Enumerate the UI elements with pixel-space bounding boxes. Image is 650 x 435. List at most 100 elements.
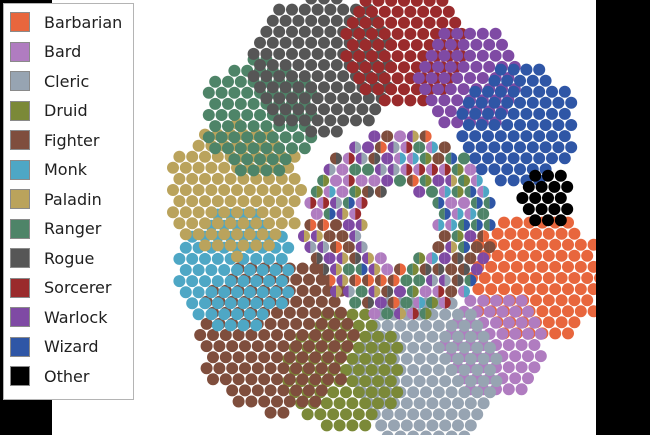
bubble-multiclass[interactable] — [374, 252, 387, 265]
bubble-cleric[interactable] — [464, 308, 477, 321]
bubble-multiclass[interactable] — [374, 163, 387, 176]
bubble-multiclass[interactable] — [336, 252, 349, 265]
bubble-fighter[interactable] — [315, 295, 328, 308]
bubble-druid[interactable] — [359, 419, 372, 432]
bubble-fighter[interactable] — [335, 306, 347, 319]
bubble-fighter[interactable] — [309, 329, 322, 341]
bubble-ranger[interactable] — [215, 86, 228, 99]
bubble-wizard[interactable] — [462, 119, 475, 131]
bubble-wizard[interactable] — [546, 130, 558, 143]
bubble-cleric[interactable] — [426, 375, 439, 388]
bubble-bard[interactable] — [522, 372, 534, 385]
bubble-druid[interactable] — [384, 375, 397, 388]
bubble-fighter[interactable] — [277, 362, 290, 375]
bubble-barbarian[interactable] — [568, 272, 581, 284]
bubble-monk[interactable] — [275, 275, 288, 288]
bubble-wizard[interactable] — [514, 141, 526, 154]
bubble-cleric[interactable] — [452, 375, 464, 388]
bubble-cleric[interactable] — [432, 341, 445, 354]
bubble-multiclass[interactable] — [413, 296, 426, 309]
bubble-wizard[interactable] — [494, 130, 507, 143]
bubble-barbarian[interactable] — [587, 260, 596, 273]
bubble-multiclass[interactable] — [368, 285, 381, 298]
bubble-multiclass[interactable] — [349, 141, 362, 154]
bubble-bard[interactable] — [515, 383, 528, 396]
bubble-fighter[interactable] — [315, 362, 328, 375]
bubble-rogue[interactable] — [292, 36, 305, 49]
bubble-cleric[interactable] — [400, 397, 413, 410]
bubble-warlock[interactable] — [470, 38, 483, 51]
bubble-sorcerer[interactable] — [346, 61, 359, 74]
bubble-fighter[interactable] — [309, 284, 322, 297]
bubble-druid[interactable] — [340, 408, 352, 421]
bubble-multiclass[interactable] — [336, 185, 349, 198]
bubble-paladin[interactable] — [269, 206, 282, 219]
bubble-druid[interactable] — [391, 386, 404, 399]
bubble-multiclass[interactable] — [330, 219, 342, 231]
bubble-multiclass[interactable] — [342, 241, 355, 254]
bubble-paladin[interactable] — [167, 206, 179, 219]
bubble-wizard[interactable] — [520, 107, 533, 120]
bubble-multiclass[interactable] — [387, 163, 400, 176]
bubble-barbarian[interactable] — [517, 272, 530, 284]
bubble-wizard[interactable] — [514, 119, 526, 131]
bubble-fighter[interactable] — [200, 362, 213, 375]
bubble-bard[interactable] — [522, 327, 534, 340]
bubble-sorcerer[interactable] — [378, 50, 391, 63]
bubble-ranger[interactable] — [209, 75, 222, 88]
bubble-ranger[interactable] — [228, 64, 241, 77]
bubble-cleric[interactable] — [413, 419, 426, 432]
bubble-fighter[interactable] — [258, 351, 271, 364]
bubble-rogue[interactable] — [369, 103, 382, 116]
bubble-fighter[interactable] — [271, 373, 283, 386]
bubble-multiclass[interactable] — [374, 185, 387, 198]
bubble-fighter[interactable] — [303, 295, 315, 308]
bubble-multiclass[interactable] — [445, 174, 458, 187]
bubble-wizard[interactable] — [520, 85, 533, 98]
bubble-fighter[interactable] — [245, 373, 258, 386]
bubble-multiclass[interactable] — [330, 174, 342, 187]
bubble-multiclass[interactable] — [458, 174, 471, 187]
bubble-fighter[interactable] — [245, 395, 258, 408]
bubble-fighter[interactable] — [309, 306, 322, 319]
bubble-warlock[interactable] — [425, 72, 438, 84]
bubble-wizard[interactable] — [507, 174, 520, 187]
bubble-multiclass[interactable] — [458, 285, 471, 298]
bubble-barbarian[interactable] — [517, 227, 530, 240]
bubble-cleric[interactable] — [420, 386, 432, 399]
legend-item-rogue[interactable]: Rogue — [10, 247, 94, 269]
bubble-multiclass[interactable] — [406, 285, 419, 298]
bubble-druid[interactable] — [365, 319, 378, 332]
bubble-paladin[interactable] — [179, 228, 192, 241]
bubble-rogue[interactable] — [311, 25, 324, 38]
bubble-multiclass[interactable] — [394, 285, 406, 298]
bubble-barbarian[interactable] — [491, 227, 504, 240]
bubble-multiclass[interactable] — [381, 307, 394, 320]
bubble-barbarian[interactable] — [574, 260, 587, 273]
bubble-bard[interactable] — [502, 339, 515, 351]
legend-item-cleric[interactable]: Cleric — [10, 70, 89, 92]
bubble-paladin[interactable] — [211, 239, 224, 252]
bubble-multiclass[interactable] — [381, 174, 394, 187]
bubble-monk[interactable] — [243, 264, 256, 276]
bubble-monk[interactable] — [269, 286, 282, 299]
bubble-cleric[interactable] — [445, 319, 458, 332]
bubble-multiclass[interactable] — [317, 174, 330, 187]
bubble-wizard[interactable] — [494, 85, 507, 98]
bubble-ranger[interactable] — [241, 153, 254, 166]
bubble-multiclass[interactable] — [445, 196, 458, 209]
bubble-ranger[interactable] — [215, 109, 228, 121]
bubble-cleric[interactable] — [490, 352, 503, 365]
bubble-paladin[interactable] — [256, 228, 269, 241]
bubble-monk[interactable] — [199, 252, 211, 265]
bubble-rogue[interactable] — [254, 36, 266, 49]
legend-item-warlock[interactable]: Warlock — [10, 306, 107, 328]
bubble-bard[interactable] — [477, 294, 490, 307]
bubble-cleric[interactable] — [413, 397, 426, 410]
bubble-monk[interactable] — [179, 286, 192, 299]
bubble-druid[interactable] — [340, 364, 352, 376]
bubble-wizard[interactable] — [469, 107, 482, 120]
bubble-ranger[interactable] — [247, 142, 260, 155]
bubble-fighter[interactable] — [258, 395, 271, 408]
bubble-multiclass[interactable] — [330, 241, 342, 254]
